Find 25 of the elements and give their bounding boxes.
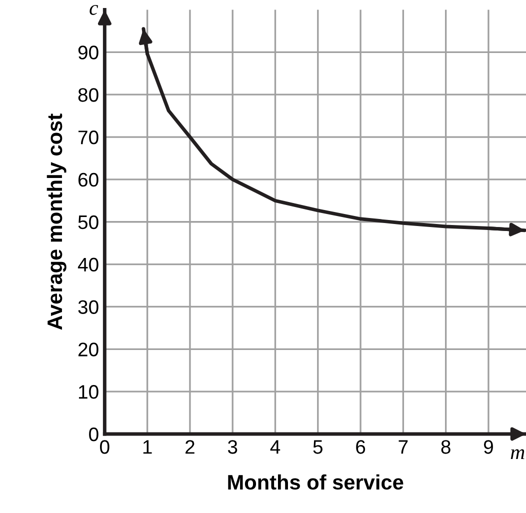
x-tick-label: 1	[143, 440, 152, 454]
y-tick-label: 70	[78, 130, 98, 144]
x-tick-label: 5	[313, 440, 322, 454]
y-tick-label: 40	[78, 258, 98, 272]
y-axis-title: Average monthly cost	[46, 114, 66, 330]
y-tick-label: 90	[78, 46, 98, 60]
y-tick-label: 30	[78, 300, 98, 314]
y-tick-label: 80	[78, 88, 98, 102]
x-tick-label: 3	[228, 440, 238, 454]
x-tick-label: 0	[100, 440, 110, 454]
text: c	[90, 4, 98, 15]
y-tick-label: 10	[78, 385, 98, 399]
x-tick-label: 8	[441, 440, 450, 454]
y-tick-label: 60	[78, 172, 98, 187]
x-tick-label: 2	[186, 440, 194, 454]
text: m	[510, 449, 524, 460]
y-tick-label: 0	[89, 427, 98, 442]
x-tick-label: 9	[484, 440, 493, 454]
x-tick-label: 7	[398, 440, 408, 454]
x-tick-label: 6	[356, 440, 366, 454]
x-tick-label: 4	[270, 440, 280, 454]
y-tick-label: 20	[78, 342, 98, 356]
line-series	[142, 27, 526, 232]
x-axis-title: Months of service	[228, 474, 404, 490]
y-tick-label: 50	[78, 215, 98, 230]
